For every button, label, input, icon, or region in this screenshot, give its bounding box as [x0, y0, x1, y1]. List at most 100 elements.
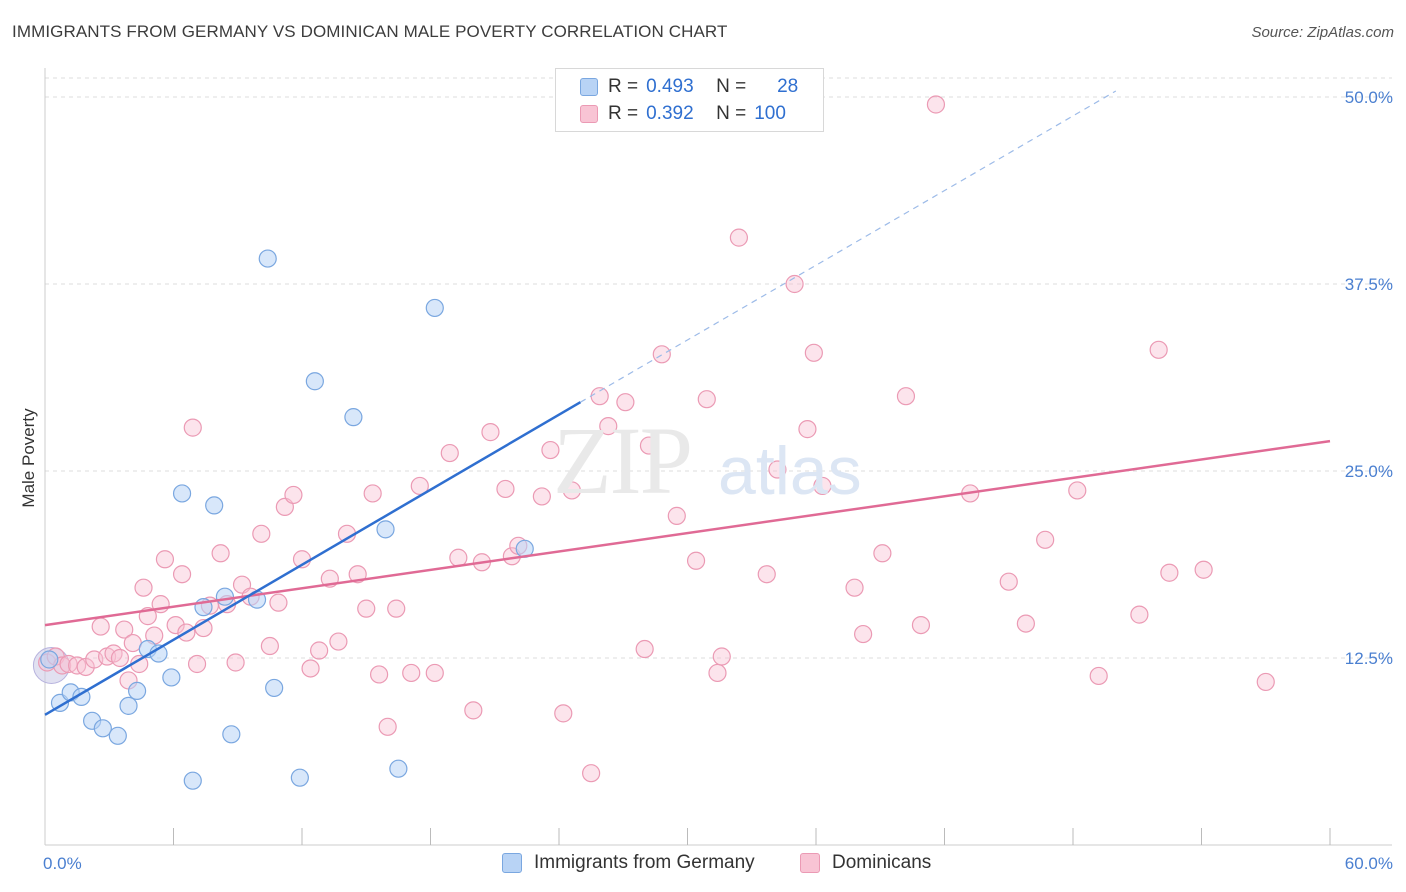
- dominican-point: [464, 701, 483, 720]
- dominican-point: [798, 420, 817, 439]
- dominican-point: [729, 228, 749, 247]
- germany-point: [205, 496, 224, 515]
- dominican-point: [91, 617, 110, 636]
- dominican-point: [768, 460, 787, 479]
- germany-point: [290, 768, 309, 787]
- y-tick-label: 25.0%: [1345, 462, 1393, 481]
- chart-title: IMMIGRANTS FROM GERMANY VS DOMINICAN MAL…: [12, 22, 728, 41]
- legend-r-value: 0.392: [646, 103, 694, 124]
- dominican-point: [667, 506, 686, 525]
- source-label: Source: ZipAtlas.com: [1251, 24, 1394, 41]
- dominican-point: [554, 704, 573, 723]
- correlation-legend: R = 0.493 N = 28 R = 0.392 N = 100: [555, 68, 824, 132]
- y-axis-label: Male Poverty: [19, 408, 38, 508]
- dominican-point: [757, 565, 776, 584]
- dominican-point: [854, 624, 873, 644]
- dominican-point: [301, 659, 320, 678]
- germany-point: [127, 681, 147, 701]
- germany-legend-swatch: [502, 853, 522, 873]
- dominican-swatch: [580, 105, 598, 123]
- dominican-point: [410, 476, 429, 496]
- dominican-point: [1036, 530, 1055, 549]
- dominican-point: [1160, 563, 1179, 582]
- dominican-point: [582, 764, 601, 783]
- germany-point: [119, 696, 138, 715]
- legend-label-dominicans: Dominicans: [832, 852, 932, 873]
- germany-point: [389, 759, 408, 778]
- dominican-point: [166, 615, 185, 635]
- series-legend: Immigrants from Germany Dominicans: [0, 852, 1406, 878]
- dominican-point: [402, 663, 421, 683]
- germany-point: [93, 719, 112, 738]
- dominican-point: [697, 390, 716, 409]
- dominican-point: [440, 443, 459, 463]
- dominican-point: [211, 544, 230, 563]
- dominican-point: [896, 387, 916, 406]
- dominican-point: [616, 393, 635, 412]
- dominican-point: [269, 593, 288, 612]
- dominican-point: [496, 479, 515, 499]
- dominican-trendline: [44, 439, 1331, 627]
- legend-r-value: 0.493: [646, 76, 694, 97]
- legend-label-germany: Immigrants from Germany: [534, 852, 755, 873]
- dominican-point: [187, 654, 207, 674]
- dominican-point: [911, 615, 931, 635]
- legend-n-value: 28: [777, 76, 799, 97]
- y-tick-label: 37.5%: [1345, 275, 1393, 294]
- germany-point: [376, 520, 395, 539]
- dominican-point: [652, 345, 671, 364]
- dominican-point: [310, 641, 329, 660]
- dominican-point: [639, 436, 659, 455]
- dominican-point: [481, 423, 500, 442]
- dominican-point: [1130, 605, 1149, 624]
- dominican-point: [873, 544, 892, 563]
- legend-n-label: N =: [716, 76, 747, 97]
- germany-point: [108, 726, 127, 745]
- dominican-point: [252, 524, 271, 543]
- dominican-point: [378, 717, 397, 736]
- legend-item-dominicans: Dominicans: [800, 852, 931, 874]
- germany-swatch: [580, 78, 598, 96]
- dominican-point: [110, 648, 130, 668]
- dominican-point: [329, 632, 348, 651]
- dominican-point: [115, 620, 134, 639]
- x-tick-label-max: 60.0%: [1345, 854, 1393, 873]
- dominican-point: [134, 578, 153, 597]
- dominican-point: [686, 551, 706, 570]
- dominican-point: [708, 663, 727, 683]
- legend-r-label: R =: [608, 103, 639, 124]
- dominican-point: [155, 550, 175, 569]
- dominican-point: [590, 387, 609, 406]
- germany-point: [305, 372, 324, 391]
- dominican-point: [1256, 672, 1275, 692]
- germany-trendline-extension: [580, 90, 1117, 403]
- x-tick-label-min: 0.0%: [43, 854, 82, 873]
- dominican-point: [1068, 481, 1087, 500]
- germany-trendline: [44, 401, 582, 716]
- dominican-point: [172, 565, 192, 584]
- dominican-point: [845, 578, 864, 597]
- dominican-point: [999, 572, 1018, 591]
- legend-item-germany: Immigrants from Germany: [502, 852, 755, 874]
- dominican-point: [226, 653, 245, 672]
- dominican-point: [813, 476, 832, 496]
- watermark-zip: ZIP: [553, 407, 693, 514]
- germany-point: [265, 678, 284, 698]
- dominican-point: [387, 599, 406, 618]
- legend-n-value: 100: [754, 103, 786, 124]
- germany-point: [425, 298, 444, 318]
- dominican-point: [449, 548, 468, 567]
- watermark-atlas: atlas: [718, 433, 862, 509]
- dominican-point: [370, 665, 389, 684]
- germany-point: [162, 668, 181, 687]
- dominican-point: [183, 418, 202, 437]
- dominican-point: [1016, 614, 1035, 633]
- dominican-point: [926, 95, 946, 114]
- dominican-point: [712, 647, 731, 666]
- dominican-point: [363, 484, 382, 503]
- y-tick-label: 50.0%: [1345, 88, 1393, 107]
- dominican-point: [635, 639, 654, 659]
- legend-row-dominicans: R = 0.392 N = 100: [580, 102, 792, 126]
- dominican-point: [1194, 560, 1213, 579]
